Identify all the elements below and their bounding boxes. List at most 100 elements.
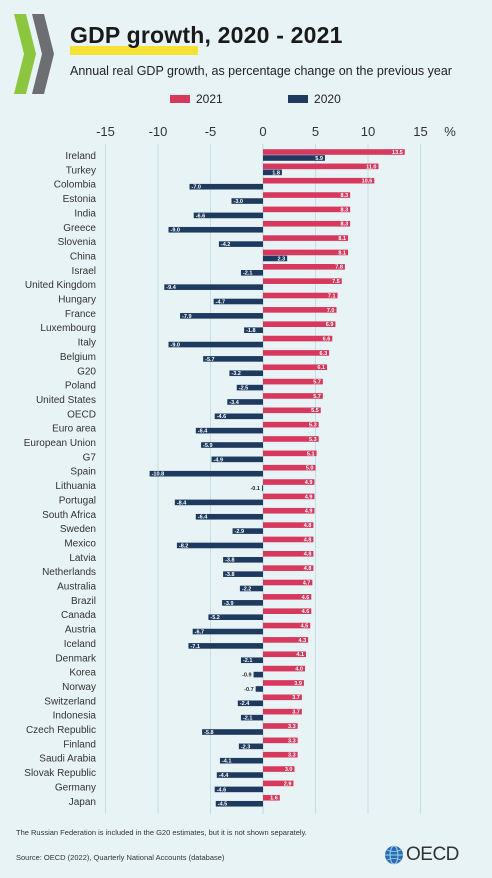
data-label-2021: 5.7 — [313, 380, 321, 386]
data-label-2021: 5.7 — [313, 394, 321, 400]
bar-2020 — [193, 212, 263, 219]
bar-2021 — [263, 737, 298, 744]
category-label: Austria — [65, 625, 97, 636]
data-label-2020: -2.2 — [242, 586, 251, 592]
data-label-2020: -3.2 — [231, 371, 240, 377]
bar-2021 — [263, 651, 307, 658]
data-label-2020: -0.7 — [244, 687, 253, 693]
x-tick-label: 5 — [312, 124, 319, 139]
data-label-2021: 4.6 — [302, 609, 310, 615]
data-label-2021: 8.3 — [340, 193, 348, 199]
category-label: G20 — [77, 366, 96, 377]
gdp-bar-chart: -15 -10 -5 0 5 10 15 % Ireland 13.5 5.9 Turkey 11.0 1… — [24, 124, 456, 814]
data-label-2021: 7.0 — [327, 308, 335, 314]
bar-2020 — [223, 557, 263, 563]
bar-2021 — [263, 794, 280, 801]
data-label-2021: 4.7 — [303, 580, 311, 586]
legend-label-2021: 2021 — [196, 92, 223, 106]
source-note: Source: OECD (2022), Quarterly National … — [16, 853, 225, 862]
category-label: Indonesia — [53, 711, 97, 722]
category-label: Finland — [63, 739, 96, 750]
data-label-2020: -4.2 — [221, 242, 230, 248]
bar-2021 — [263, 551, 314, 557]
bar-2020 — [216, 772, 263, 778]
bar-2021 — [263, 292, 338, 299]
data-label-2021: 4.5 — [301, 623, 309, 629]
data-label-2020: -0.1 — [250, 486, 259, 492]
title-highlight — [70, 46, 198, 55]
bar-2020 — [174, 499, 263, 506]
bar-2020 — [195, 513, 263, 520]
data-label-2020: -4.6 — [217, 787, 226, 793]
bar-2020 — [237, 700, 263, 707]
data-label-2020: -7.0 — [192, 185, 201, 191]
bar-2020 — [168, 341, 263, 348]
data-label-2020: -3.8 — [225, 558, 234, 564]
legend-label-2020: 2020 — [314, 92, 341, 106]
category-label: Slovenia — [58, 237, 97, 248]
data-label-2021: 8.3 — [340, 207, 348, 213]
bar-2021 — [263, 436, 319, 442]
data-label-2021: 5.1 — [307, 451, 315, 457]
category-label: European Union — [24, 438, 96, 449]
data-label-2020: -10.8 — [152, 472, 165, 478]
category-label: Estonia — [63, 194, 97, 205]
legend-item-2020: 2020 — [288, 92, 341, 106]
category-label: Belgium — [60, 352, 96, 363]
category-label: Poland — [65, 381, 96, 392]
bar-2020 — [188, 643, 263, 649]
data-label-2020: -4.6 — [217, 414, 226, 420]
bar-2020 — [261, 485, 263, 491]
data-label-2020: 5.9 — [315, 156, 323, 162]
bar-2021 — [263, 464, 316, 471]
brand-text: OECD — [406, 844, 459, 865]
data-label-2020: -3.0 — [234, 199, 243, 205]
bar-2020 — [180, 313, 263, 319]
legend-swatch-2020 — [288, 95, 309, 103]
bar-2020 — [213, 298, 263, 305]
bar-2020 — [176, 542, 263, 549]
data-label-2020: 1.8 — [272, 170, 280, 176]
category-label: Canada — [61, 610, 96, 621]
data-label-2020: -4.7 — [216, 299, 225, 305]
data-label-2020: -8.2 — [179, 543, 188, 549]
data-label-2021: 4.9 — [305, 494, 313, 500]
bar-2020 — [229, 370, 263, 377]
category-label: Turkey — [66, 165, 96, 176]
bar-2020 — [208, 614, 263, 620]
data-label-2021: 11.0 — [366, 164, 376, 170]
data-label-2021: 3.3 — [288, 753, 296, 759]
data-label-2020: -6.4 — [198, 429, 208, 435]
bar-2021 — [263, 608, 312, 614]
data-label-2021: 4.8 — [304, 566, 312, 572]
data-label-2021: 6.3 — [319, 351, 327, 357]
bar-2021 — [263, 335, 333, 342]
bar-2020 — [263, 155, 325, 161]
data-label-2021: 4.1 — [296, 652, 304, 658]
category-label: Iceland — [64, 639, 96, 650]
data-label-2020: -5.9 — [203, 443, 212, 449]
category-label: South Africa — [42, 510, 96, 521]
bar-2021 — [263, 479, 315, 485]
data-label-2020: -3.8 — [225, 572, 234, 578]
data-label-2020: -6.7 — [195, 629, 204, 635]
bar-2020 — [202, 729, 263, 735]
data-label-2021: 10.6 — [362, 179, 373, 185]
data-label-2020: -4.9 — [214, 457, 223, 463]
chart-title: GDP growth, 2020 - 2021 — [70, 22, 343, 48]
category-label: Czech Republic — [26, 725, 96, 736]
data-label-2020: -4.5 — [218, 802, 227, 808]
data-label-2020: 2.3 — [277, 256, 285, 262]
bar-2021 — [263, 378, 323, 385]
bar-2020 — [238, 743, 263, 750]
data-label-2021: 3.0 — [285, 767, 293, 773]
legend: 2021 2020 — [170, 92, 403, 106]
data-label-2021: 7.1 — [328, 293, 336, 299]
bar-2021 — [263, 163, 379, 170]
data-label-2020: -6.6 — [196, 213, 205, 219]
data-label-2020: -2.1 — [243, 271, 252, 277]
data-label-2021: 5.3 — [309, 437, 317, 443]
category-label: Netherlands — [42, 567, 96, 578]
category-label: Hungary — [58, 295, 96, 306]
bar-2021 — [263, 680, 304, 686]
